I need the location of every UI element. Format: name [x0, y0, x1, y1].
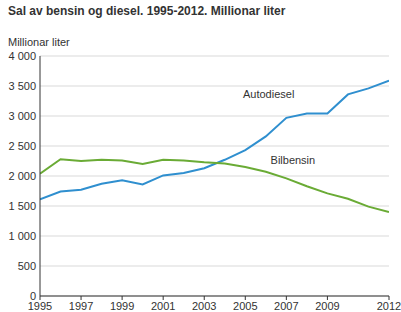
svg-text:2009: 2009	[315, 300, 339, 312]
html-text:Millionar liter: Millionar liter	[8, 36, 70, 48]
svg-text:2005: 2005	[233, 300, 257, 312]
svg-text:1 500: 1 500	[8, 200, 36, 212]
svg-text:1 000: 1 000	[8, 230, 36, 242]
svg-text:2 500: 2 500	[8, 140, 36, 152]
svg-text:2001: 2001	[151, 300, 175, 312]
svg-text:1995: 1995	[27, 299, 53, 312]
svg-text:Bilbensin: Bilbensin	[271, 154, 316, 166]
svg-text:1997: 1997	[69, 300, 93, 312]
svg-text:4 000: 4 000	[8, 50, 36, 62]
svg-text:2012: 2012	[377, 300, 393, 312]
svg-text:1999: 1999	[110, 300, 134, 312]
svg-text:500: 500	[18, 260, 36, 272]
html-text:Sal av bensin og diesel. 1995-: Sal av bensin og diesel. 1995-2012. Mill…	[8, 4, 286, 18]
svg-text:2007: 2007	[274, 300, 298, 312]
svg-text:3 500: 3 500	[8, 80, 36, 92]
svg-text:0: 0	[30, 290, 36, 302]
svg-text:Autodiesel: Autodiesel	[243, 88, 294, 100]
svg-text:2003: 2003	[192, 300, 216, 312]
svg-text:2 000: 2 000	[8, 170, 36, 182]
svg-text:3 000: 3 000	[8, 110, 36, 122]
